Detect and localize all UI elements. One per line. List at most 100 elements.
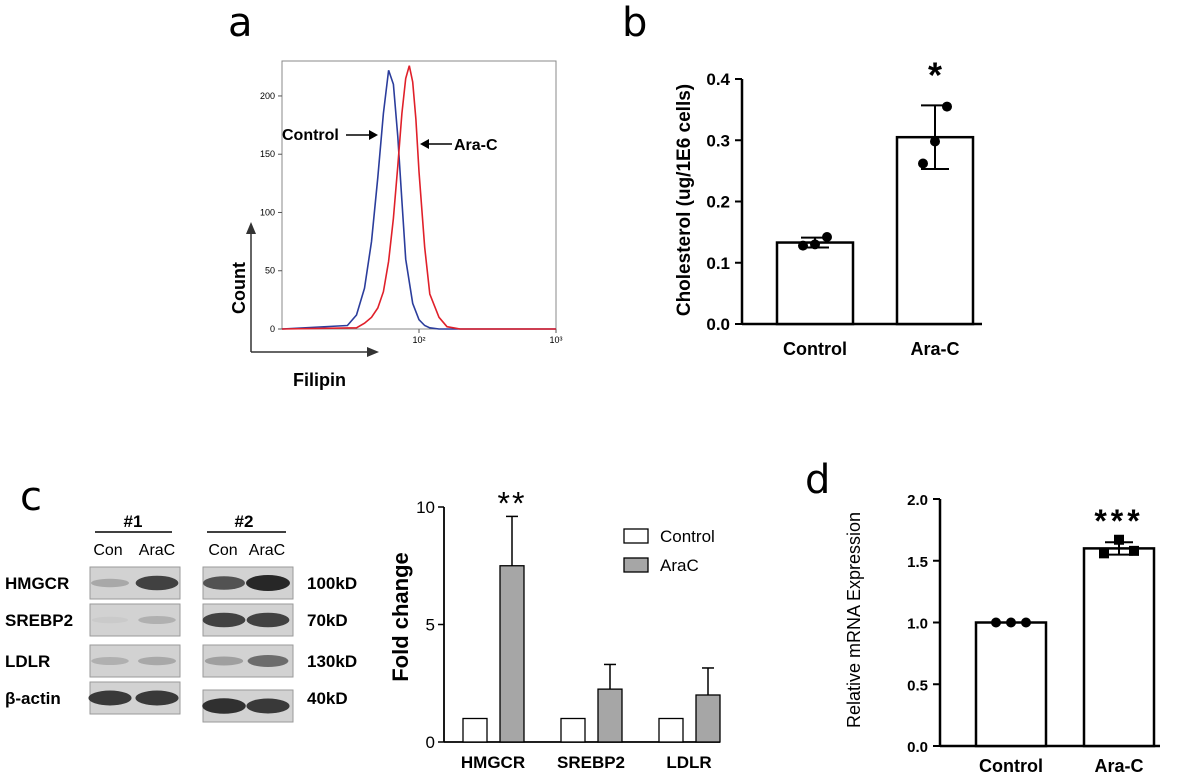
blot-band xyxy=(204,656,244,666)
legend-swatch-arac xyxy=(623,557,649,573)
x-tick-label: 10³ xyxy=(549,335,562,345)
data-point xyxy=(1006,617,1016,628)
data-point xyxy=(918,158,928,169)
bar-srebp2-control xyxy=(560,717,586,743)
annotation-arac: Ara-C xyxy=(454,137,498,154)
bar-ldlr-control xyxy=(658,717,684,743)
blot-band xyxy=(91,578,129,588)
blot-band xyxy=(135,575,179,591)
count-arrowhead-icon xyxy=(246,222,256,234)
y-tick-label: 0.5 xyxy=(907,677,928,694)
blot-protein-label: HMGCR xyxy=(5,574,69,593)
legend-swatch-control xyxy=(623,528,649,544)
blot-size-label: 70kD xyxy=(307,611,348,630)
y-tick-label: 0 xyxy=(270,324,275,334)
series-line-control xyxy=(281,70,556,330)
blot-band xyxy=(247,655,289,667)
chart-a-y-ticks: 0 50 100 150 200 xyxy=(260,91,282,334)
blot-band xyxy=(203,576,245,590)
arrow-right-icon xyxy=(369,130,378,140)
y-tick-label: 100 xyxy=(260,207,275,217)
filipin-arrowhead-icon xyxy=(367,347,379,357)
lane-label-con-2: Con xyxy=(208,542,237,559)
category-label: HMGCR xyxy=(461,753,525,772)
blot-protein-label: SREBP2 xyxy=(5,611,73,630)
chart-a-histogram: 0 50 100 150 200 10² 10³ Count Filipin Contro… xyxy=(229,60,563,390)
data-point xyxy=(1099,548,1109,559)
y-tick-label: 0.1 xyxy=(706,254,730,273)
y-tick-label: 2.0 xyxy=(907,492,928,509)
y-tick-label: 200 xyxy=(260,91,275,101)
y-tick-label: 0.2 xyxy=(706,193,730,212)
blot-band xyxy=(138,616,176,624)
blot-group-2-label: #2 xyxy=(235,512,254,531)
blot-band xyxy=(91,657,129,665)
category-label: LDLR xyxy=(666,753,711,772)
blot-size-label: 40kD xyxy=(307,689,348,708)
blot-band xyxy=(135,690,179,706)
panel-label-d: d xyxy=(805,457,830,503)
y-tick-label: 10 xyxy=(416,498,435,517)
western-blot: #1 #2 Con AraC Con AraC HMGCR 100kD SREBP2… xyxy=(5,512,357,723)
significance-marker: *** xyxy=(1094,503,1143,539)
y-tick-label: 0.3 xyxy=(706,131,730,150)
y-tick-label: 1.0 xyxy=(907,616,928,633)
chart-d-mrna: 0.0 0.5 1.0 1.5 2.0 Control *** Ara-C Relative… xyxy=(844,492,1160,776)
panel-label-a: a xyxy=(228,0,253,46)
significance-marker: * xyxy=(928,54,942,95)
blot-rows: HMGCR 100kD SREBP2 70kD LDLR 130kD β-actin 40kD xyxy=(5,566,357,723)
data-point xyxy=(822,232,832,243)
category-label: Control xyxy=(783,339,847,359)
blot-band xyxy=(91,616,129,624)
y-tick-label: 1.5 xyxy=(907,554,928,571)
bar-srebp2-arac xyxy=(597,688,623,743)
category-label: Ara-C xyxy=(910,339,959,359)
panel-label-b: b xyxy=(622,0,647,46)
chart-a-ylabel: Count xyxy=(229,262,249,314)
data-point xyxy=(1129,545,1139,556)
data-point xyxy=(991,617,1001,628)
data-point xyxy=(1114,534,1124,545)
data-point xyxy=(1021,617,1031,628)
annotation-control: Control xyxy=(282,127,339,144)
bar-ldlr-arac xyxy=(695,694,721,743)
category-label: Ara-C xyxy=(1094,756,1143,776)
chart-c-fold-change: 0 5 10 ** HMGCR SREBP2 LDLR Fold change Contr… xyxy=(388,485,721,772)
y-tick-label: 0.0 xyxy=(907,739,928,756)
blot-protein-label: LDLR xyxy=(5,652,50,671)
blot-size-label: 100kD xyxy=(307,574,357,593)
chart-a-xlabel: Filipin xyxy=(293,370,346,390)
bar-control xyxy=(974,621,1048,748)
chart-a-x-ticks: 10² 10³ xyxy=(412,329,563,345)
y-tick-label: 0 xyxy=(426,733,435,752)
y-tick-label: 5 xyxy=(426,616,435,635)
data-point xyxy=(810,239,820,250)
lane-label-con-1: Con xyxy=(93,542,122,559)
legend-label-control: Control xyxy=(660,527,715,546)
data-point xyxy=(798,240,808,251)
bar-hmgcr-arac xyxy=(499,565,525,743)
histogram-frame xyxy=(281,60,557,330)
chart-b-ylabel: Cholesterol (ug/1E6 cells) xyxy=(674,84,695,316)
arrow-left-icon xyxy=(420,139,429,149)
data-point xyxy=(942,101,952,112)
panel-label-c: c xyxy=(20,474,42,520)
x-tick-label: 10² xyxy=(412,335,425,345)
data-point xyxy=(930,136,940,147)
blot-size-label: 130kD xyxy=(307,652,357,671)
y-tick-label: 0.4 xyxy=(706,70,730,89)
y-tick-label: 50 xyxy=(265,266,275,276)
chart-c-ylabel: Fold change xyxy=(388,552,413,682)
chart-d-ylabel: Relative mRNA Expression xyxy=(844,512,864,728)
lane-label-arac-1: AraC xyxy=(139,542,175,559)
blot-band xyxy=(138,656,176,666)
significance-marker: ** xyxy=(498,485,527,521)
blot-band xyxy=(246,575,290,591)
category-label: SREBP2 xyxy=(557,753,625,772)
blot-band xyxy=(202,612,246,628)
blot-protein-label: β-actin xyxy=(5,689,61,708)
blot-band xyxy=(88,690,132,706)
chart-b-cholesterol: 0.0 0.1 0.2 0.3 0.4 Control * Ara-C Cholestero… xyxy=(674,54,982,359)
chart-c-bars: ** HMGCR SREBP2 LDLR xyxy=(461,485,721,772)
